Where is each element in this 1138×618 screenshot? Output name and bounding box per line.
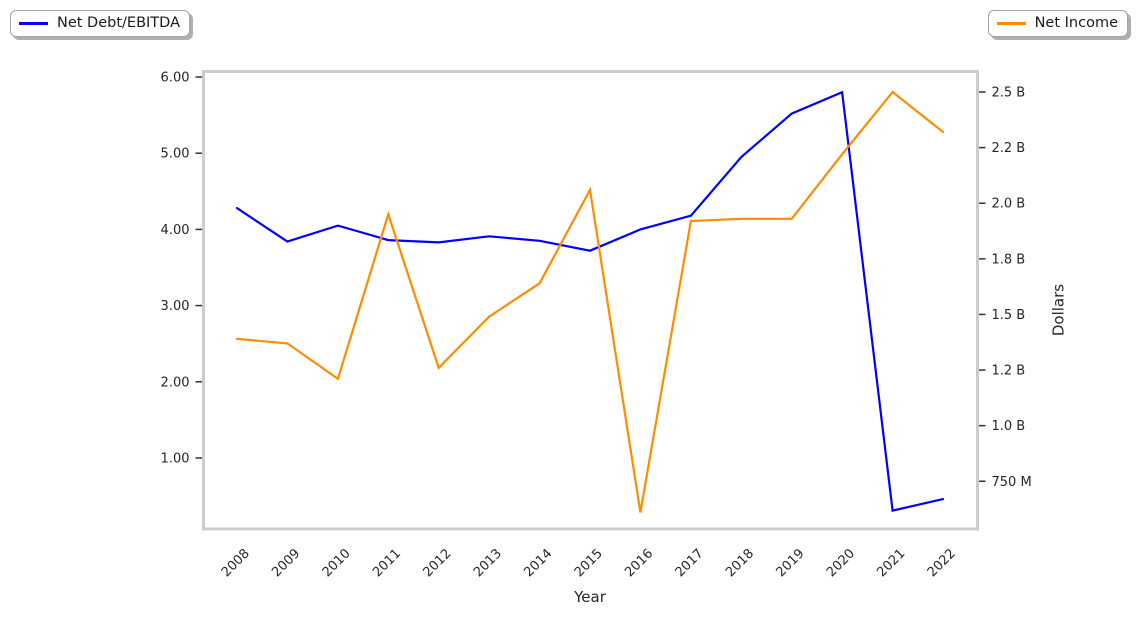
right-y-tick-label: 1.8 B [992,252,1026,267]
x-tick-label: 2016 [622,546,656,580]
x-tick-label: 2021 [874,546,908,580]
net-debt-ebitda-line [235,90,945,512]
left-y-tick-label: 5.00 [161,147,190,162]
net-income-line [235,90,945,513]
x-tick-label: 2010 [320,546,354,580]
right-y-tick-label: 1.2 B [992,364,1026,379]
left-y-tick-label: 4.00 [161,223,190,238]
left-y-tick-label: 1.00 [161,452,190,467]
right-y-tick-label: 2.5 B [992,86,1026,101]
legend-net-debt-ebitda: Net Debt/EBITDA [10,10,190,37]
x-tick-label: 2009 [269,546,303,580]
right-y-tick-label: 1.0 B [992,419,1026,434]
net-income-legend-line [996,22,1026,25]
right-y-tick-label: 750 M [992,475,1032,490]
x-tick-label: 2018 [723,546,757,580]
left-y-tick-label: 2.00 [161,375,190,390]
right-y-tick-label: 2.0 B [992,197,1026,212]
right-y-tick-label: 1.5 B [992,308,1026,323]
legend-net-income: Net Income [987,10,1128,37]
x-tick-label: 2011 [370,546,404,580]
x-tick-label: 2013 [471,546,505,580]
plot-frame [202,70,979,531]
left-y-tick-label: 3.00 [161,299,190,314]
right-y-axis-title: Dollars [1049,283,1068,337]
x-tick-label: 2014 [521,546,555,580]
x-tick-label: 2019 [774,546,808,580]
x-tick-label: 2022 [925,546,959,580]
x-tick-label: 2015 [572,546,606,580]
x-axis-title: Year [574,588,606,606]
legend-net-income-label: Net Income [1034,14,1118,31]
legend-net-debt-ebitda-label: Net Debt/EBITDA [57,14,180,31]
x-tick-label: 2012 [421,546,455,580]
x-tick-label: 2017 [673,546,707,580]
left-y-tick-label: 6.00 [161,71,190,86]
right-y-tick-label: 2.2 B [992,141,1026,156]
x-tick-label: 2008 [219,546,253,580]
x-tick-label: 2020 [824,546,858,580]
net-debt-ebitda-legend-line [19,22,48,25]
